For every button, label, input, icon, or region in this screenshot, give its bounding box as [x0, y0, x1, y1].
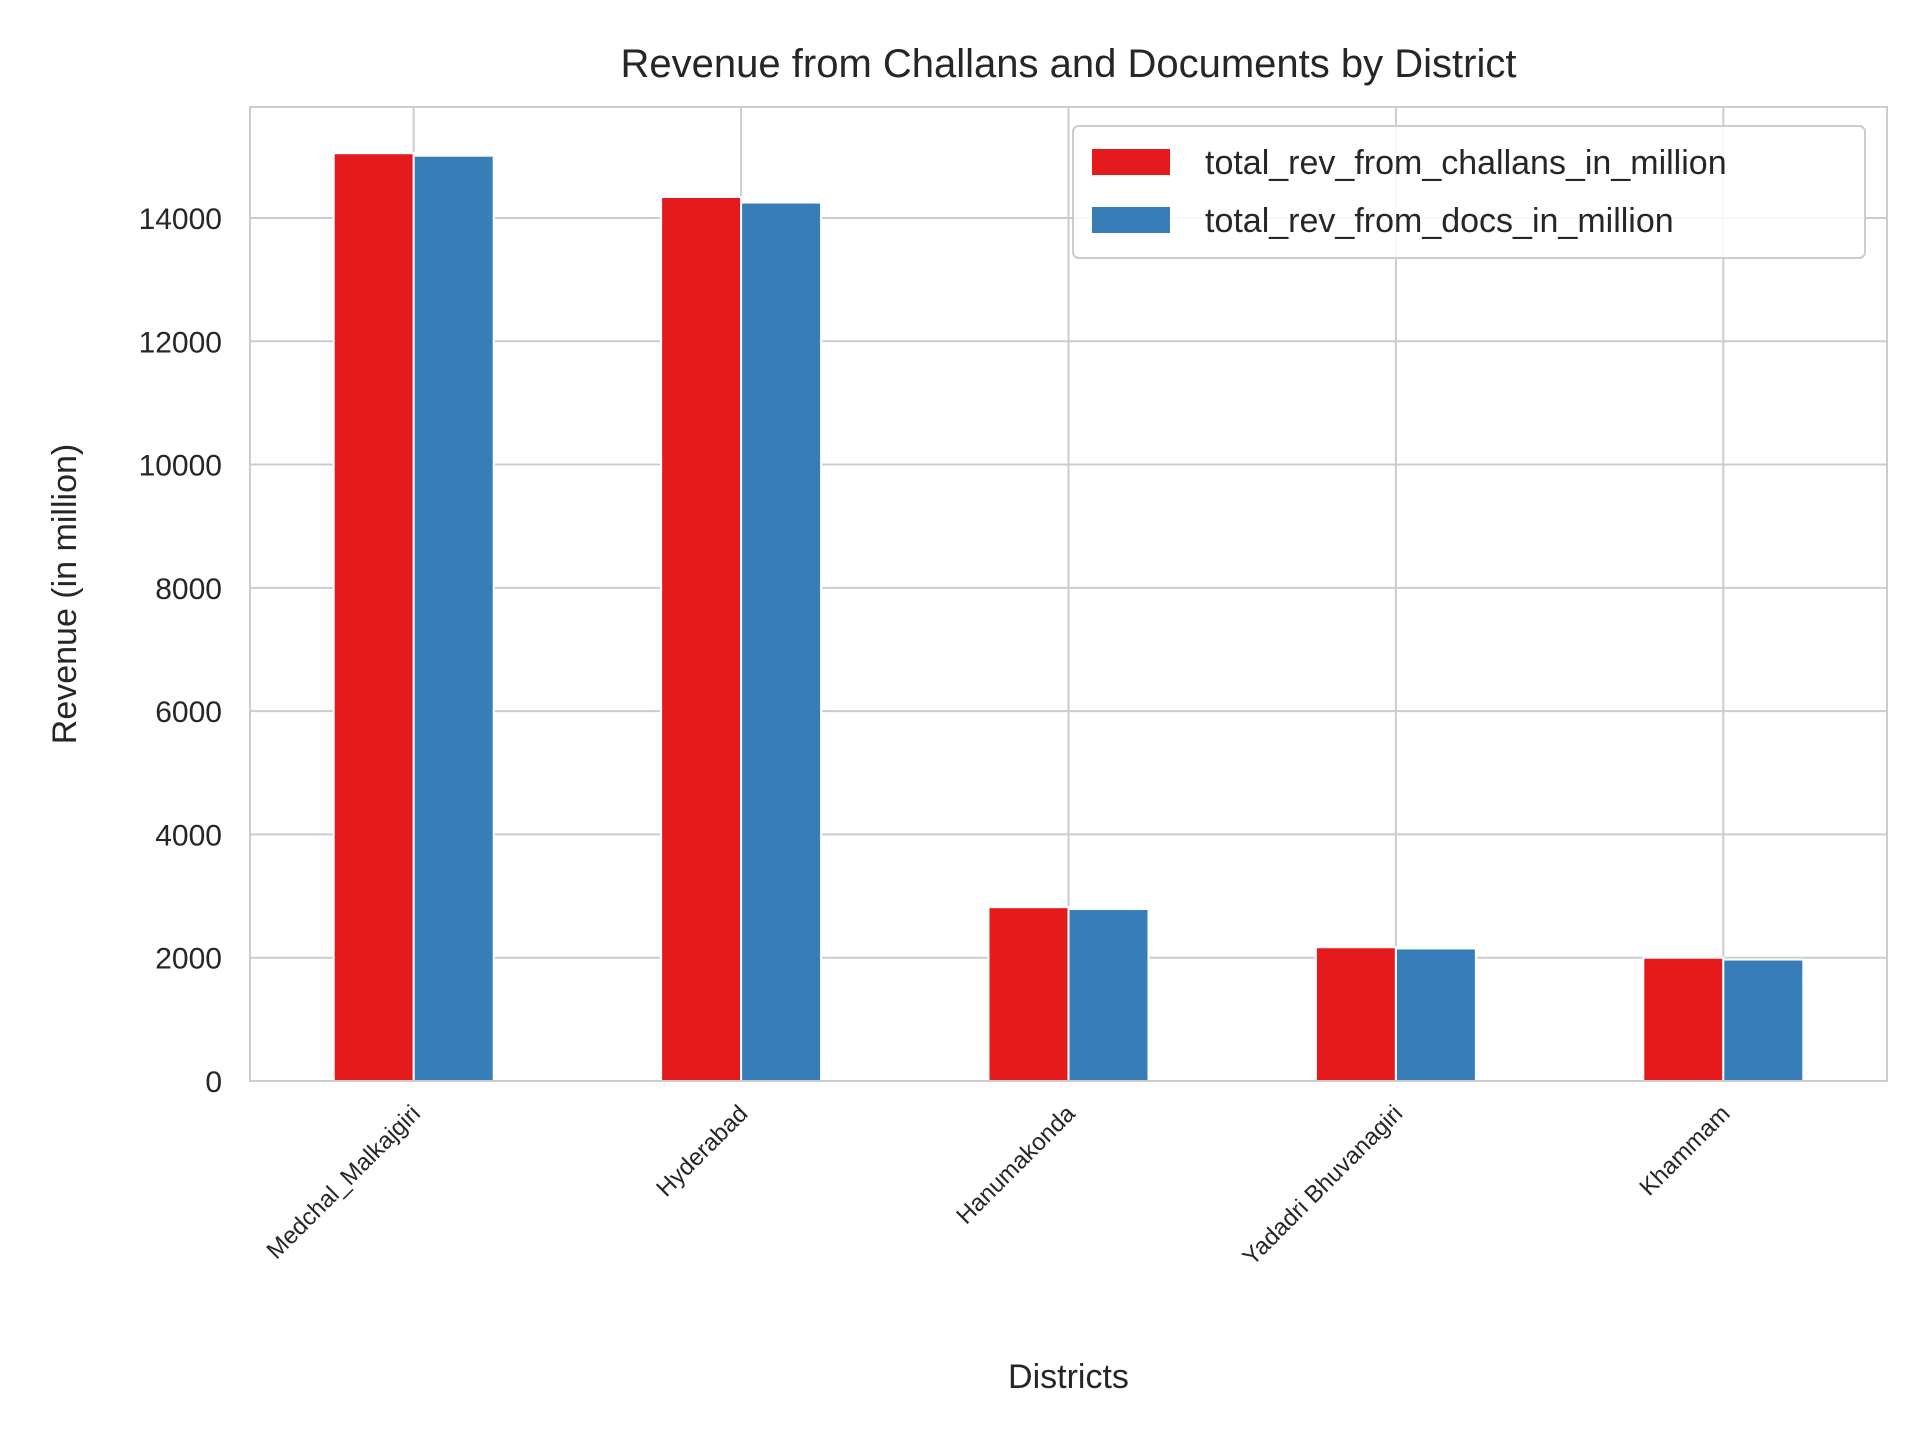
bar-challans [1642, 956, 1725, 1082]
y-tick-label: 2000 [155, 943, 222, 976]
bar-docs [1067, 908, 1150, 1082]
chart-title: Revenue from Challans and Documents by D… [621, 42, 1517, 86]
grid-layer [250, 107, 1887, 1082]
y-tick-label: 4000 [155, 819, 222, 852]
x-tick-label: Khammam [1634, 1100, 1735, 1201]
legend-box [1072, 125, 1866, 259]
bar-docs [1394, 947, 1477, 1083]
legend-swatch-challans [1092, 149, 1170, 175]
plot-frame [249, 106, 1888, 1082]
bar-challans [660, 196, 743, 1083]
bar-docs [740, 201, 823, 1082]
x-axis-ticks: Medchal_Malkajgiri Hyderabad Hanumakonda Ya… [262, 1100, 1736, 1271]
bar-challans [1314, 946, 1397, 1083]
x-tick-label: Yadadri Bhuvanagiri [1237, 1100, 1408, 1271]
bar-docs [412, 154, 495, 1082]
y-tick-label: 10000 [139, 450, 222, 483]
y-tick-label: 6000 [155, 696, 222, 729]
legend: total_rev_from_challans_in_million total… [1072, 125, 1866, 259]
y-tick-label: 8000 [155, 573, 222, 606]
y-tick-label: 12000 [139, 326, 222, 359]
y-axis-ticks: 0 2000 4000 6000 8000 10000 12000 14000 [139, 203, 222, 1099]
y-tick-label: 14000 [139, 203, 222, 236]
y-axis-label: Revenue (in million) [46, 444, 84, 744]
x-tick-label: Hanumakonda [951, 1100, 1081, 1230]
y-tick-label: 0 [205, 1066, 222, 1099]
legend-label-challans: total_rev_from_challans_in_million [1205, 144, 1727, 182]
bar-docs [1722, 958, 1805, 1082]
x-tick-label: Hyderabad [651, 1100, 753, 1202]
x-tick-label: Medchal_Malkajgiri [262, 1100, 426, 1264]
legend-swatch-docs [1092, 207, 1170, 233]
bar-challans [332, 152, 415, 1082]
bar-challans [987, 906, 1070, 1082]
x-axis-label: Districts [1008, 1358, 1129, 1396]
legend-label-docs: total_rev_from_docs_in_million [1205, 202, 1674, 240]
